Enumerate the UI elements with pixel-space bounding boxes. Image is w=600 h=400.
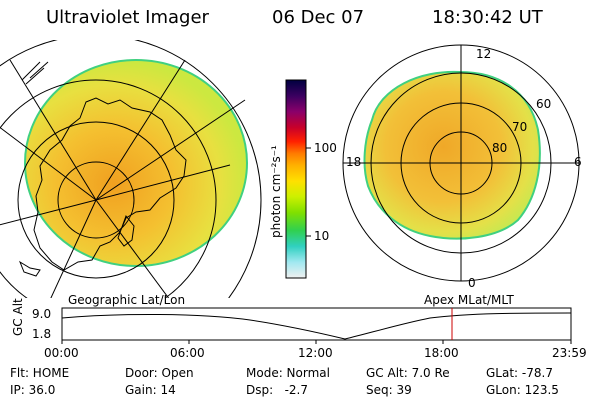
mlt-label-6: 6: [574, 155, 582, 169]
colorbar: [285, 79, 311, 279]
app-title: Ultraviolet Imager: [46, 7, 209, 28]
status-mode: Mode: Normal: [246, 366, 330, 380]
colorbar-tick-100: 100: [314, 141, 337, 155]
geo-panel-caption: Geographic Lat/Lon: [68, 293, 186, 307]
polar-panel-caption: Apex MLat/MLT: [424, 293, 514, 307]
status-ip: IP: 36.0: [10, 383, 56, 397]
altitude-tick-low: 1.8: [32, 327, 52, 341]
altitude-axis-label: GC Alt: [11, 298, 25, 336]
time-tick-0600: 06:00: [170, 346, 205, 360]
status-glat: GLat: -78.7: [486, 366, 553, 380]
geo-grid-lines: [0, 40, 262, 298]
polar-panel: [342, 44, 580, 282]
geo-auroral-image: [24, 59, 248, 267]
polar-grid: [342, 44, 580, 282]
status-gain: Gain: 14: [125, 383, 176, 397]
coastline: [18, 97, 187, 277]
time-tick-1800: 18:00: [424, 346, 459, 360]
observation-time: 18:30:42 UT: [432, 7, 543, 28]
status-flt: Flt: HOME: [10, 366, 70, 380]
geo-panel: [0, 40, 262, 298]
time-tick-0000: 00:00: [44, 346, 79, 360]
status-gc-alt: GC Alt: 7.0 Re: [366, 366, 450, 380]
mlt-label-0: 0: [468, 276, 476, 290]
polar-auroral-image: [363, 70, 541, 240]
mlt-label-12: 12: [476, 47, 492, 61]
status-door: Door: Open: [125, 366, 194, 380]
time-tick-1200: 12:00: [298, 346, 333, 360]
colorbar-tick-10: 10: [314, 229, 330, 243]
colorbar-scale: [285, 79, 307, 279]
status-dsp: Dsp: -2.7: [246, 383, 309, 397]
observation-date: 06 Dec 07: [272, 7, 365, 28]
altitude-curve: [61, 312, 572, 340]
time-tick-2359: 23:59: [552, 346, 587, 360]
mlat-label-80: 80: [492, 141, 508, 155]
mlt-label-18: 18: [346, 155, 362, 169]
status-glon: GLon: 123.5: [486, 383, 559, 397]
peninsula-lines: [21, 61, 49, 85]
altitude-tick-high: 9.0: [32, 307, 52, 321]
mlat-label-70: 70: [512, 120, 528, 134]
status-seq: Seq: 39: [366, 383, 412, 397]
mlat-label-60: 60: [536, 97, 552, 111]
